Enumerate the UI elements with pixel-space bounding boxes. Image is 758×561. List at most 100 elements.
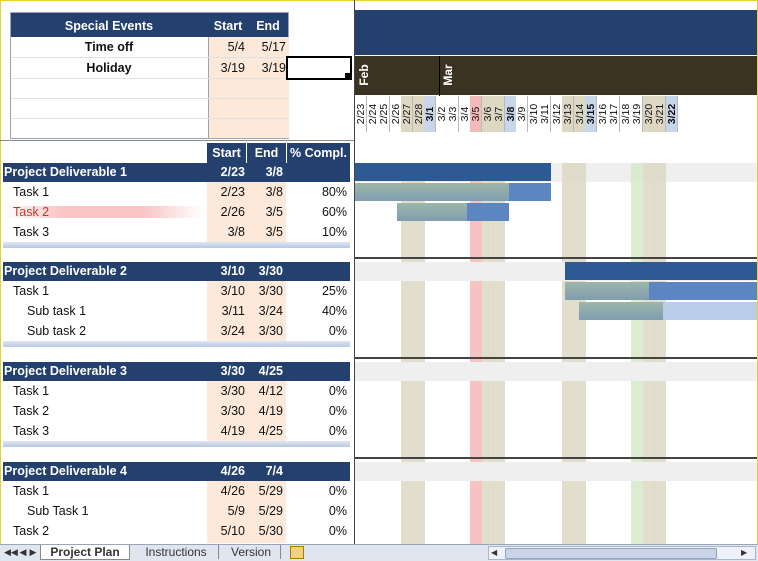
task-name[interactable]: Task 3: [13, 225, 50, 239]
tab-scroll-first-icon[interactable]: ◀◀: [4, 547, 18, 557]
task-pct[interactable]: 10%: [321, 225, 347, 239]
deliverable-header[interactable]: Project Deliverable 4 4/26 7/4: [3, 462, 350, 481]
gantt-bar-deliverable[interactable]: [565, 262, 757, 280]
task-end[interactable]: 3/24: [258, 304, 283, 318]
event-name[interactable]: Time off: [84, 40, 134, 54]
task-name[interactable]: Task 1: [13, 484, 50, 498]
task-row[interactable]: Task 3 3/8 3/5 10%: [3, 222, 350, 242]
gantt-bar-task-done[interactable]: [397, 203, 467, 221]
horizontal-scrollbar[interactable]: ◀ ▶: [488, 546, 756, 560]
task-name[interactable]: Task 1: [13, 284, 50, 298]
task-row[interactable]: Task 1 3/30 4/12 0%: [3, 381, 350, 401]
scroll-thumb[interactable]: [505, 548, 717, 559]
task-row[interactable]: Task 2 3/30 4/19 0%: [3, 401, 350, 421]
task-name[interactable]: Task 2: [13, 205, 50, 219]
task-name[interactable]: Task 1: [13, 384, 50, 398]
special-events-empty-row[interactable]: [11, 79, 288, 99]
scroll-left-icon[interactable]: ◀: [491, 548, 498, 557]
deliverable-end[interactable]: 4/25: [258, 364, 283, 378]
gantt-bar-task-done[interactable]: [355, 183, 509, 201]
task-name[interactable]: Task 2: [13, 404, 50, 418]
task-name[interactable]: Sub task 1: [27, 304, 87, 318]
deliverable-end[interactable]: 3/30: [258, 264, 283, 278]
task-end[interactable]: 5/29: [258, 504, 283, 518]
task-end[interactable]: 3/30: [258, 284, 283, 298]
task-pct[interactable]: 0%: [328, 324, 347, 338]
deliverable-start[interactable]: 2/23: [220, 165, 245, 179]
event-name[interactable]: Holiday: [86, 61, 132, 75]
task-start[interactable]: 4/26: [220, 484, 245, 498]
special-events-row[interactable]: Holiday 3/19 3/19: [11, 58, 288, 79]
task-end[interactable]: 3/5: [265, 205, 283, 219]
task-start[interactable]: 3/11: [221, 304, 245, 318]
sheet-tab-project-plan[interactable]: Project Plan: [40, 545, 130, 560]
fill-handle[interactable]: [345, 73, 350, 78]
deliverable-end[interactable]: 3/8: [265, 165, 283, 179]
task-end[interactable]: 5/30: [258, 524, 283, 538]
task-row[interactable]: Task 1 2/23 3/8 80%: [3, 182, 350, 202]
event-start[interactable]: 3/19: [220, 61, 245, 75]
tab-scroll-next-icon[interactable]: ▶: [29, 547, 37, 557]
task-pct[interactable]: 0%: [328, 424, 347, 438]
deliverable-header[interactable]: Project Deliverable 1 2/23 3/8: [3, 163, 350, 182]
task-row[interactable]: Task 2 5/10 5/30 0%: [3, 521, 350, 541]
task-end[interactable]: 4/25: [258, 424, 283, 438]
special-events-row[interactable]: Time off 5/4 5/17: [11, 37, 288, 58]
task-start[interactable]: 2/26: [220, 205, 245, 219]
deliverable-start[interactable]: 3/10: [220, 264, 245, 278]
deliverable-header[interactable]: Project Deliverable 3 3/30 4/25: [3, 362, 350, 381]
task-start[interactable]: 3/30: [220, 384, 245, 398]
task-end[interactable]: 3/8: [265, 185, 283, 199]
task-name[interactable]: Task 2: [13, 524, 50, 538]
task-row[interactable]: Sub Task 1 5/9 5/29 0%: [3, 501, 350, 521]
task-pct[interactable]: 60%: [321, 205, 347, 219]
sheet-tab-version[interactable]: Version: [222, 545, 281, 559]
task-end[interactable]: 3/5: [265, 225, 283, 239]
task-name[interactable]: Task 3: [13, 424, 50, 438]
deliverable-name[interactable]: Project Deliverable 1: [4, 165, 127, 179]
deliverable-name[interactable]: Project Deliverable 3: [4, 364, 127, 378]
task-row[interactable]: Sub task 1 3/11 3/24 40%: [3, 301, 350, 321]
selected-cell[interactable]: [286, 56, 352, 80]
task-start[interactable]: 3/24: [220, 324, 245, 338]
task-row[interactable]: Task 1 3/10 3/30 25%: [3, 281, 350, 301]
deliverable-start[interactable]: 4/26: [220, 464, 245, 478]
task-start[interactable]: 3/10: [220, 284, 245, 298]
task-row[interactable]: Task 3 4/19 4/25 0%: [3, 421, 350, 441]
gantt-bar-task-remaining[interactable]: [467, 203, 509, 221]
task-end[interactable]: 5/29: [258, 484, 283, 498]
task-pct[interactable]: 25%: [321, 284, 347, 298]
new-sheet-icon[interactable]: [290, 546, 304, 559]
task-name[interactable]: Sub Task 1: [27, 504, 89, 518]
task-end[interactable]: 4/12: [258, 384, 283, 398]
gantt-bar-deliverable[interactable]: [355, 163, 551, 181]
task-pct[interactable]: 0%: [328, 404, 347, 418]
task-name[interactable]: Task 1: [13, 185, 50, 199]
event-start[interactable]: 5/4: [227, 40, 245, 54]
task-start[interactable]: 5/9: [227, 504, 245, 518]
task-start[interactable]: 2/23: [220, 185, 245, 199]
task-row[interactable]: Sub task 2 3/24 3/30 0%: [3, 321, 350, 341]
task-end[interactable]: 3/30: [258, 324, 283, 338]
deliverable-start[interactable]: 3/30: [220, 364, 245, 378]
tab-scroll-prev-icon[interactable]: ◀: [19, 547, 27, 557]
deliverable-end[interactable]: 7/4: [265, 464, 283, 478]
gantt-bar-task-remaining[interactable]: [649, 282, 757, 300]
deliverable-header[interactable]: Project Deliverable 2 3/10 3/30: [3, 262, 350, 281]
task-start[interactable]: 3/8: [227, 225, 245, 239]
gantt-bar-task-done[interactable]: [565, 282, 649, 300]
task-name[interactable]: Sub task 2: [27, 324, 87, 338]
task-start[interactable]: 5/10: [220, 524, 245, 538]
gantt-bar-task-done[interactable]: [579, 302, 663, 320]
task-pct[interactable]: 0%: [328, 484, 347, 498]
task-pct[interactable]: 40%: [321, 304, 347, 318]
event-end[interactable]: 3/19: [261, 61, 286, 75]
sheet-tab-instructions[interactable]: Instructions: [134, 545, 219, 559]
task-row-highlighted[interactable]: Task 2 2/26 3/5 60%: [3, 202, 350, 222]
task-pct[interactable]: 80%: [321, 185, 347, 199]
task-end[interactable]: 4/19: [258, 404, 283, 418]
task-pct[interactable]: 0%: [328, 504, 347, 518]
task-pct[interactable]: 0%: [328, 384, 347, 398]
deliverable-name[interactable]: Project Deliverable 4: [4, 464, 127, 478]
task-start[interactable]: 4/19: [220, 424, 245, 438]
